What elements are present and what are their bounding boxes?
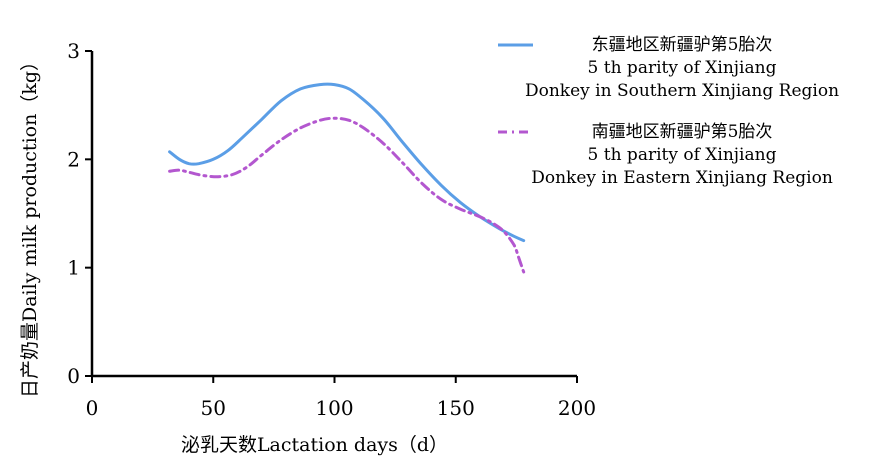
x-tick-label: 50 xyxy=(201,396,226,420)
x-tick-label: 200 xyxy=(558,396,596,420)
x-tick-label: 0 xyxy=(86,396,99,420)
legend-label-2-line-1: 南疆地区新疆驴第5胎次 xyxy=(592,122,773,142)
series-line-1 xyxy=(168,82,526,243)
legend-label-1-line-1: 东疆地区新疆驴第5胎次 xyxy=(592,35,773,55)
x-axis-title: 泌乳天数Lactation days（d） xyxy=(181,434,448,456)
series-line-2 xyxy=(168,116,526,274)
y-tick-label: 1 xyxy=(67,256,80,280)
axes: 0 50 100 150 200 0 1 2 3 泌乳天数Lactation days（d） 日产奶… xyxy=(19,39,596,456)
y-tick-label: 0 xyxy=(67,364,80,388)
legend-label-1-line-3: Donkey in Southern Xinjiang Region xyxy=(525,81,839,101)
x-tick-label: 150 xyxy=(437,396,475,420)
series-layer xyxy=(168,82,526,274)
x-tick-label: 100 xyxy=(315,396,353,420)
legend-label-2-line-2: 5 th parity of Xinjiang xyxy=(588,145,777,165)
y-axis-title: 日产奶量Daily milk production（kg） xyxy=(19,52,41,398)
legend: 东疆地区新疆驴第5胎次 5 th parity of Xinjiang Donkey… xyxy=(498,35,839,188)
y-tick-label: 2 xyxy=(67,147,80,171)
legend-label-1-line-2: 5 th parity of Xinjiang xyxy=(588,58,777,78)
y-tick-label: 3 xyxy=(67,39,80,63)
legend-label-2-line-3: Donkey in Eastern Xinjiang Region xyxy=(531,168,833,188)
